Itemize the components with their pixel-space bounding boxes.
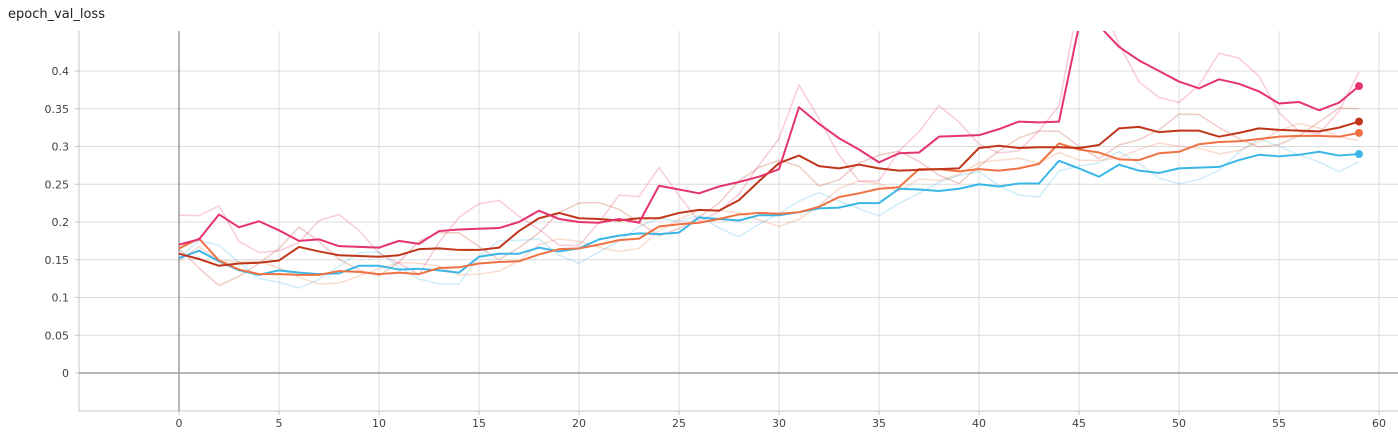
raw-series-line-2 xyxy=(178,107,1360,287)
y-tick-label: 0.25 xyxy=(45,178,70,191)
series-endpoint-3 xyxy=(1355,82,1363,91)
series-line-0 xyxy=(178,150,1360,276)
y-tick-label: 0.3 xyxy=(52,141,70,154)
series-line-3 xyxy=(178,31,1360,249)
x-tick-label: 60 xyxy=(1372,417,1386,430)
x-tick-label: 45 xyxy=(1072,417,1086,430)
y-tick-label: 0.1 xyxy=(52,292,70,305)
y-tick-label: 0.35 xyxy=(45,103,70,116)
x-tick-label: 15 xyxy=(472,417,486,430)
series-group xyxy=(178,31,1360,276)
x-tick-label: 30 xyxy=(772,417,786,430)
axes xyxy=(75,31,1398,415)
raw-series-line-3 xyxy=(178,31,1360,276)
series-endpoint-2 xyxy=(1355,117,1363,126)
endpoint-markers xyxy=(1355,82,1363,159)
x-tick-label: 20 xyxy=(572,417,586,430)
tick-labels: 0 5 10 15 20 25 30 35 40 45 50 55 60 0 0.05 0.1 0.15 0.2 0… xyxy=(45,65,1387,430)
y-tick-label: 0 xyxy=(62,367,69,380)
x-tick-label: 40 xyxy=(972,417,986,430)
x-tick-label: 5 xyxy=(276,417,283,430)
x-tick-label: 0 xyxy=(176,417,183,430)
series-line-2 xyxy=(178,120,1360,267)
x-tick-label: 35 xyxy=(872,417,886,430)
y-tick-label: 0.15 xyxy=(45,254,70,267)
y-tick-label: 0.05 xyxy=(45,329,70,342)
x-tick-label: 10 xyxy=(372,417,386,430)
y-tick-label: 0.4 xyxy=(52,65,70,78)
series-line-1 xyxy=(178,131,1360,276)
y-tick-label: 0.2 xyxy=(52,216,70,229)
chart-title: epoch_val_loss xyxy=(8,7,105,22)
raw-series-line-0 xyxy=(178,137,1360,289)
series-endpoint-1 xyxy=(1355,128,1363,137)
raw-series-group xyxy=(178,31,1360,289)
x-tick-label: 55 xyxy=(1272,417,1286,430)
series-endpoint-0 xyxy=(1355,150,1363,159)
x-tick-label: 50 xyxy=(1172,417,1186,430)
x-tick-label: 25 xyxy=(672,417,686,430)
raw-series-line-1 xyxy=(178,122,1360,285)
